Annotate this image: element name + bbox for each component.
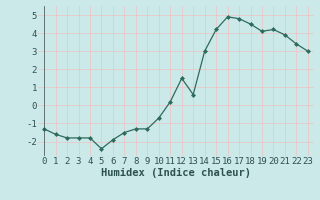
X-axis label: Humidex (Indice chaleur): Humidex (Indice chaleur) xyxy=(101,168,251,178)
